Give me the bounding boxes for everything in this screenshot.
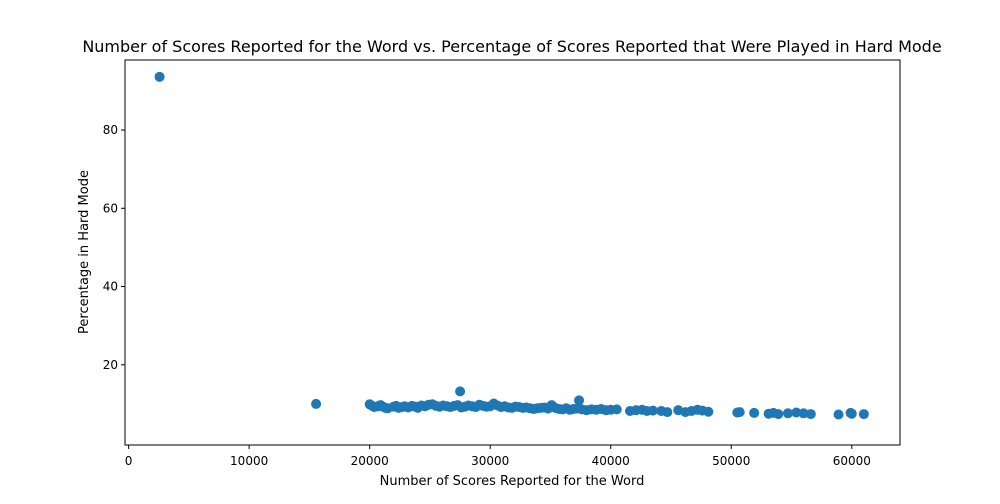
x-tick-label: 10000 <box>230 454 268 468</box>
scatter-point <box>805 409 816 420</box>
x-tick-label: 60000 <box>833 454 871 468</box>
scatter-point <box>833 409 844 420</box>
scatter-point <box>647 405 658 416</box>
ticks-layer: 0 10000 20000 30000 40000 50000 60000 20 40 60 80 <box>103 123 871 468</box>
x-tick-label: 0 <box>125 454 133 468</box>
scatter-point <box>791 407 802 418</box>
points-layer <box>154 71 869 420</box>
scatter-point <box>858 409 869 420</box>
scatter-point <box>311 398 322 409</box>
y-axis-label: Percentage in Hard Mode <box>77 170 92 334</box>
scatter-point <box>662 407 673 418</box>
scatter-point <box>773 409 784 420</box>
scatter-point <box>455 386 466 397</box>
x-tick-label: 50000 <box>712 454 750 468</box>
scatter-point <box>782 408 793 419</box>
x-axis-label: Number of Scores Reported for the Word <box>380 474 645 489</box>
scatter-point <box>611 404 622 415</box>
scatter-point <box>574 395 585 406</box>
x-tick-label: 40000 <box>592 454 630 468</box>
scatter-point <box>703 406 714 417</box>
scatter-point <box>798 408 809 419</box>
scatter-point <box>846 408 857 419</box>
plot-frame <box>124 59 901 446</box>
y-tick-label: 20 <box>103 358 118 372</box>
scatter-point <box>749 407 760 418</box>
y-tick-label: 40 <box>103 280 118 294</box>
x-tick-label: 30000 <box>471 454 509 468</box>
x-tick-label: 20000 <box>351 454 389 468</box>
scatter-point <box>734 407 745 418</box>
y-tick-label: 60 <box>103 201 118 215</box>
chart-title: Number of Scores Reported for the Word v… <box>82 37 941 56</box>
scatter-point <box>154 71 165 82</box>
y-tick-label: 80 <box>103 123 118 137</box>
